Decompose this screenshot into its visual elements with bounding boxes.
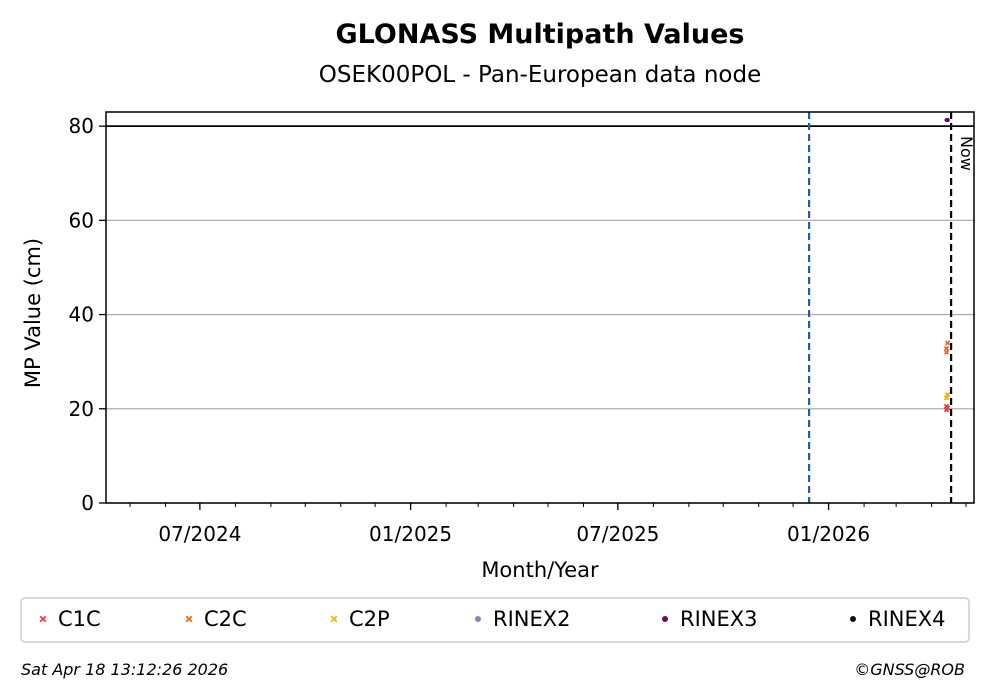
y-axis-label: MP Value (cm) <box>21 238 45 388</box>
marker-stroke <box>39 615 47 623</box>
x-tick-label: 01/2025 <box>369 522 452 546</box>
legend-marker-rinex2 <box>475 616 481 622</box>
marker-stroke <box>945 340 951 346</box>
marker-stroke <box>330 615 338 623</box>
x-axis-label: Month/Year <box>481 558 599 582</box>
vertical-markers: Now <box>808 112 976 503</box>
data-point-rinex3 <box>945 118 950 123</box>
y-tick-label: 20 <box>69 397 94 421</box>
legend-label-c1c: C1C <box>58 607 101 631</box>
legend-marker-rinex3 <box>662 616 668 622</box>
y-axis: 0 20 40 60 80 <box>69 114 106 515</box>
data-point-c2p <box>945 392 951 398</box>
now-label: Now <box>957 136 976 171</box>
marker-stroke <box>185 615 193 623</box>
legend-label-c2c: C2C <box>204 607 247 631</box>
data-points <box>943 118 951 413</box>
data-point-c2p <box>943 395 950 401</box>
legend-marker-rinex4 <box>850 616 856 622</box>
legend-label-rinex2: RINEX2 <box>493 607 571 631</box>
y-tick-label: 80 <box>69 114 94 138</box>
legend-label-c2p: C2P <box>349 607 390 631</box>
legend-marker-c2c <box>185 615 193 623</box>
y-tick-label: 40 <box>69 303 94 327</box>
data-point-c2c <box>943 345 950 352</box>
x-tick-label: 07/2025 <box>576 522 659 546</box>
legend: C1C C2C C2P RINEX2 RINEX3 RINEX4 <box>39 607 946 631</box>
marker-stroke <box>945 392 951 398</box>
legend-marker-c1c <box>39 615 47 623</box>
footer-credit: ©GNSS@ROB <box>854 660 965 679</box>
data-point-c1c <box>945 405 951 411</box>
x-tick-label: 07/2024 <box>158 522 241 546</box>
grid-lines <box>106 125 974 504</box>
y-tick-label: 60 <box>69 208 94 232</box>
y-tick-label: 0 <box>81 491 94 515</box>
marker-stroke <box>945 405 951 411</box>
marker-stroke <box>943 395 950 401</box>
legend-marker-c2p <box>330 615 338 623</box>
chart-subtitle: OSEK00POL - Pan-European data node <box>319 62 761 88</box>
footer-timestamp: Sat Apr 18 13:12:26 2026 <box>21 660 228 679</box>
chart-title: GLONASS Multipath Values <box>335 19 744 50</box>
x-axis: 07/2024 01/2025 07/2025 01/2026 <box>129 503 967 546</box>
plot-area-frame <box>105 111 975 504</box>
legend-label-rinex3: RINEX3 <box>680 607 758 631</box>
marker-stroke <box>943 345 950 352</box>
x-tick-label: 01/2026 <box>787 522 870 546</box>
data-point-c2c <box>945 340 951 346</box>
legend-box <box>20 597 970 643</box>
legend-label-rinex4: RINEX4 <box>868 607 946 631</box>
